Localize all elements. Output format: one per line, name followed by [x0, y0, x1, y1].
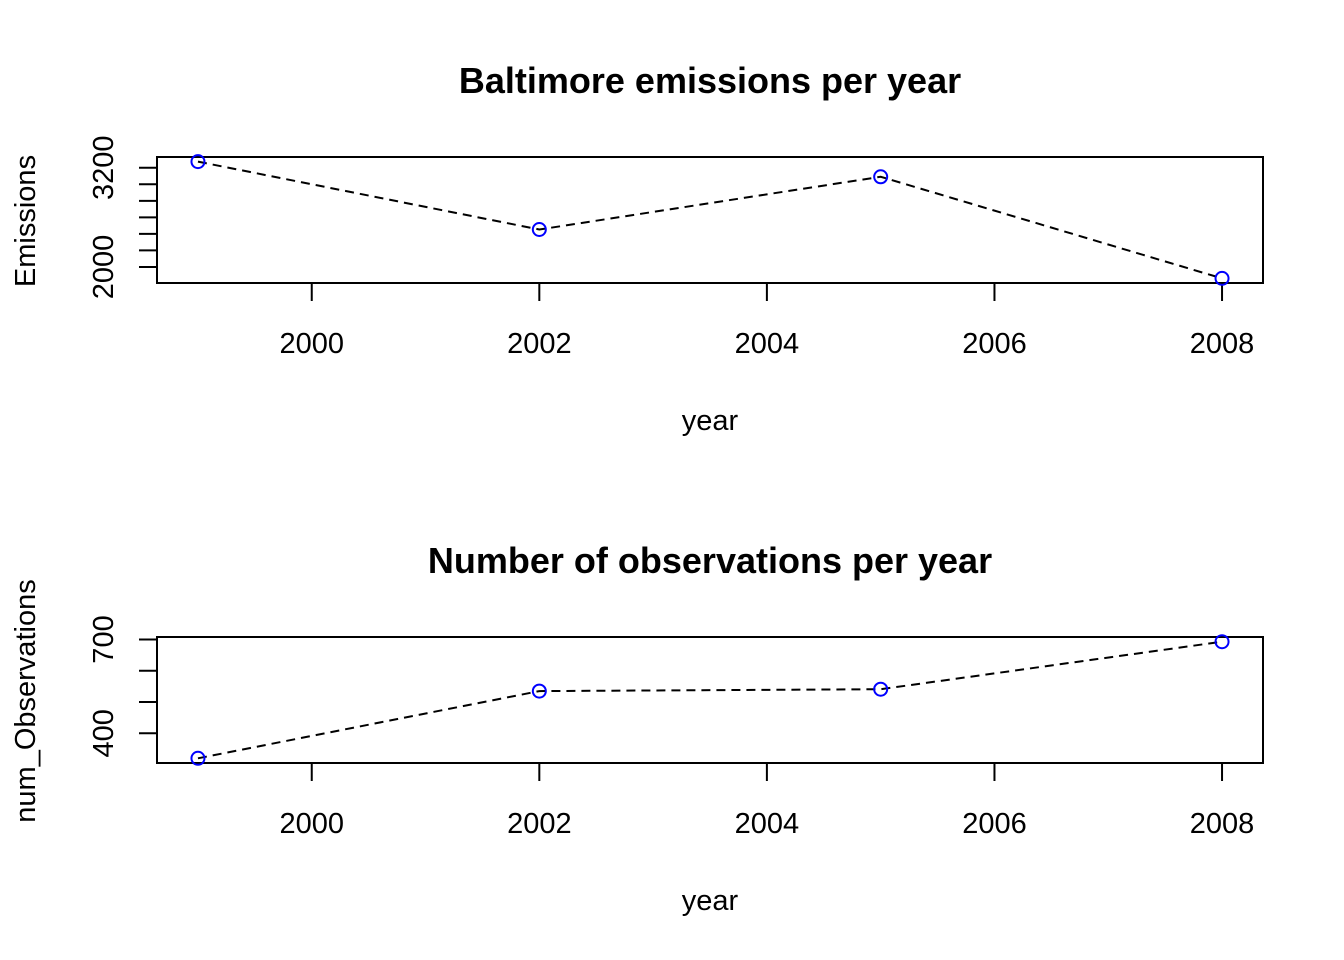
x-axis: 2000 2002 2004 2006 2008	[279, 283, 1254, 360]
data-point	[1214, 634, 1230, 650]
x-tick-label: 2008	[1190, 808, 1255, 840]
x-tick-label: 2002	[507, 328, 572, 360]
chart-title: Baltimore emissions per year	[459, 60, 961, 101]
x-tick-label: 2008	[1190, 328, 1255, 360]
plot-frame	[156, 636, 1264, 764]
y-tick-label: 3200	[88, 135, 120, 200]
data-point	[190, 154, 206, 170]
series-line	[197, 160, 1223, 280]
y-tick-label: 400	[88, 709, 120, 757]
x-axis-label: year	[682, 405, 739, 437]
y-tick-label: 700	[88, 615, 120, 663]
data-point	[1214, 270, 1230, 286]
y-axis: 400 700	[88, 615, 157, 757]
y-tick-label: 2000	[88, 235, 120, 300]
x-axis: 2000 2002 2004 2006 2008	[279, 763, 1254, 840]
chart-title: Number of observations per year	[428, 540, 992, 581]
emissions-chart: Baltimore emissions per year 2000 2002 200…	[10, 60, 1264, 437]
x-tick-label: 2006	[962, 328, 1027, 360]
data-point	[873, 681, 889, 697]
x-tick-label: 2002	[507, 808, 572, 840]
data-point	[190, 750, 206, 766]
y-axis-label: num_Observations	[10, 579, 42, 822]
x-axis-label: year	[682, 885, 739, 917]
data-point	[531, 683, 547, 699]
data-point	[873, 169, 889, 185]
x-tick-label: 2006	[962, 808, 1027, 840]
y-axis-label: Emissions	[10, 155, 42, 287]
series	[190, 634, 1230, 766]
plot-frame	[156, 156, 1264, 284]
x-tick-label: 2004	[735, 808, 800, 840]
data-point	[531, 222, 547, 238]
x-tick-label: 2000	[279, 328, 344, 360]
y-axis: 2000 3200	[88, 135, 157, 299]
observations-chart: Number of observations per year 2000 2002…	[10, 540, 1264, 917]
x-tick-label: 2000	[279, 808, 344, 840]
x-tick-label: 2004	[735, 328, 800, 360]
series	[190, 154, 1230, 286]
series-line	[197, 640, 1223, 760]
